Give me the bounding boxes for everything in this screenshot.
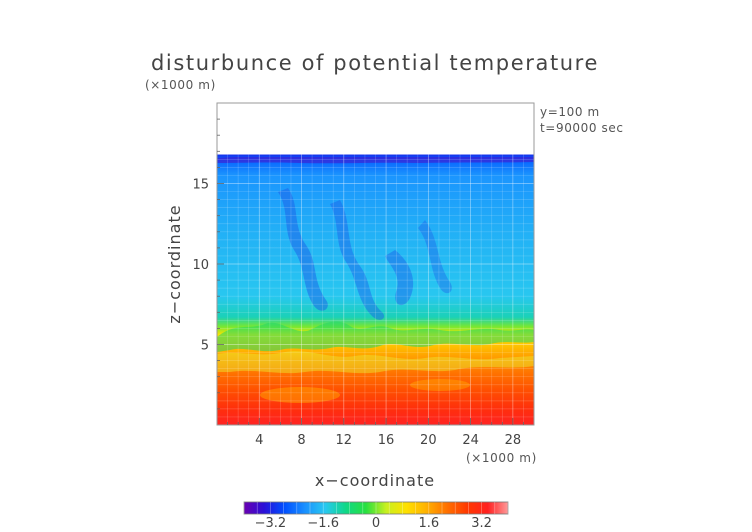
grid-lines [217,154,534,425]
colorbar-ticks: −3.2 −1.6 0 1.6 3.2 [243,502,509,531]
plot-area: 4 8 12 16 20 24 28 5 10 15 [192,102,535,448]
warm-patch-1 [260,387,340,403]
y-tick-label: 15 [192,178,209,193]
colorbar-tick-label: 3.2 [471,516,492,531]
x-tick-label: 28 [505,433,522,448]
y-tick-label: 10 [192,258,209,273]
blue-eddy-1 [278,188,328,311]
colorbar-tick-label: −3.2 [255,516,287,531]
colorbar-strip [243,501,509,515]
chart-title: disturbunce of potential temperature [151,51,599,75]
x-tick-label: 4 [255,433,263,448]
info-line-time: t=90000 sec [540,121,624,135]
colorbar: −3.2 −1.6 0 1.6 3.2 [243,501,509,531]
scale-note-bottom: (×1000 m) [466,451,537,465]
warm-patch-2 [410,379,470,391]
x-tick-label: 12 [336,433,353,448]
blue-eddy-4 [418,220,452,294]
x-tick-label: 16 [378,433,395,448]
x-tick-label: 24 [462,433,479,448]
colorbar-tick-label: 0 [372,516,380,531]
x-axis-label: x−coordinate [315,471,435,490]
x-tick-label: 8 [297,433,305,448]
colorbar-tick-label: 1.6 [418,516,439,531]
top-dark-band [217,157,534,164]
mixing-layer-yellow [217,351,534,374]
colorbar-tick-label: −1.6 [307,516,339,531]
x-tick-label: 20 [420,433,437,448]
x-axis-ticks: 4 8 12 16 20 24 28 [227,418,524,448]
field-heatmap [217,154,534,425]
y-axis-label: z−coordinate [165,204,184,323]
y-axis-ticks: 5 10 15 [192,118,224,410]
scale-note-top: (×1000 m) [145,78,216,92]
info-line-position: y=100 m [540,105,600,119]
y-tick-label: 5 [201,339,209,354]
